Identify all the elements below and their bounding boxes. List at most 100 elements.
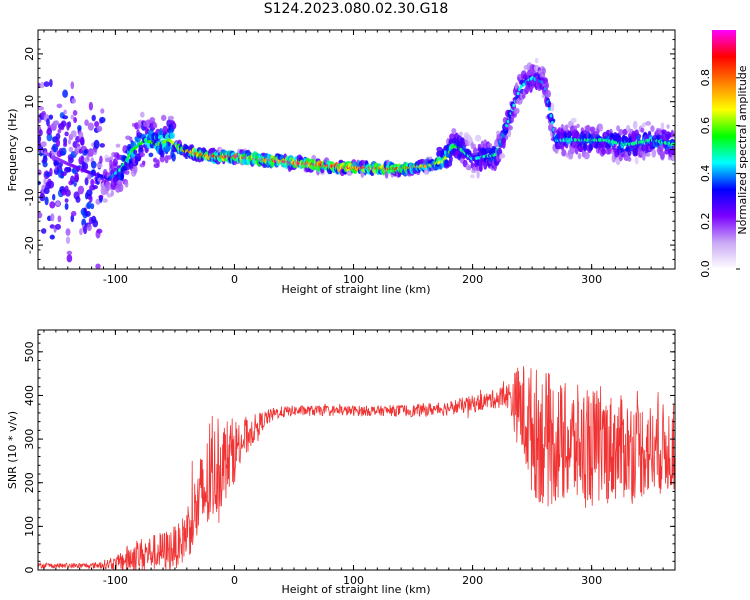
heat-cell — [476, 170, 480, 179]
snr-x-ticks: -100 0 100 200 300 — [43, 330, 676, 587]
heat-cell — [42, 155, 48, 163]
heat-cell — [88, 101, 93, 111]
heat-cell — [574, 146, 579, 155]
heat-cell — [39, 129, 43, 137]
heat-cell — [43, 81, 50, 87]
heat-cell — [157, 134, 164, 140]
heat-cell — [544, 81, 549, 89]
heat-cell — [83, 207, 87, 213]
heat-cell — [87, 173, 92, 180]
heat-cell — [467, 166, 472, 171]
heat-cell — [153, 122, 158, 129]
heat-cell — [38, 82, 41, 88]
heat-cell — [87, 223, 92, 231]
heat-cell — [171, 153, 176, 162]
heat-cell — [167, 115, 174, 121]
heat-cell — [68, 146, 74, 153]
x-tick-label: 200 — [462, 273, 483, 286]
spectrogram-x-axis-title: Height of straight line (km) — [281, 283, 430, 296]
heat-cell — [583, 152, 590, 160]
heat-cell — [545, 89, 552, 98]
heat-cell — [92, 185, 98, 190]
snr-panel: -100 0 100 200 300 0 100 200 300 400 500 Height o… — [6, 329, 676, 596]
spectrogram-heatmap — [38, 57, 675, 269]
colorbar-ticks: 0.0 0.2 0.4 0.6 0.8 — [699, 69, 740, 278]
heat-cell — [87, 122, 94, 131]
heat-cell — [541, 67, 546, 75]
heat-cell — [550, 102, 555, 112]
heat-cell — [87, 148, 95, 157]
heat-cell — [108, 156, 114, 161]
heat-cell — [139, 152, 145, 158]
heat-cell — [48, 114, 54, 120]
heat-cell — [579, 142, 583, 148]
heat-cell — [169, 132, 175, 139]
x-tick-label: -100 — [103, 574, 128, 587]
heat-cell — [471, 143, 476, 149]
heat-cell — [60, 191, 67, 196]
heat-cell — [65, 189, 71, 197]
snr-series-line — [38, 366, 675, 570]
heat-cell — [666, 124, 670, 129]
spectrogram-y-ticks: -20 -10 0 10 20 — [23, 29, 675, 270]
heat-cell — [46, 118, 50, 127]
heat-cell — [618, 129, 624, 136]
heat-cell — [632, 120, 638, 130]
heat-cell — [474, 134, 482, 142]
heat-cell — [71, 98, 77, 104]
heat-cell — [159, 149, 165, 158]
heat-cell — [549, 118, 556, 123]
x-tick-label: 100 — [343, 273, 364, 286]
heat-cell — [66, 250, 73, 255]
heat-cell — [63, 142, 68, 147]
spectrogram-y-axis-title: Frequency (Hz) — [6, 109, 19, 192]
heat-cell — [92, 219, 99, 228]
y-tick-label: 10 — [23, 95, 36, 109]
spectrogram-x-ticks: -100 0 100 200 300 — [43, 30, 676, 286]
heat-cell — [156, 159, 160, 167]
heat-cell — [55, 139, 61, 147]
heat-cell — [49, 167, 53, 177]
y-tick-label: 0 — [23, 146, 36, 153]
colorbar-tick-label: 0.8 — [699, 69, 712, 87]
y-tick-label: 500 — [23, 341, 36, 362]
heat-cell — [82, 162, 89, 171]
heat-cell — [159, 128, 163, 136]
heat-cell — [77, 185, 85, 195]
heat-cell — [601, 148, 607, 155]
heat-cell — [56, 103, 63, 109]
heat-cell — [96, 228, 103, 234]
heat-cell — [81, 218, 87, 227]
y-tick-label: 400 — [23, 385, 36, 406]
heat-cell — [553, 128, 557, 134]
heat-cell — [659, 150, 665, 160]
heat-cell — [90, 178, 95, 187]
heat-cell — [588, 143, 594, 151]
heat-cell — [616, 125, 621, 132]
heat-cell — [50, 213, 55, 222]
heat-cell — [84, 119, 89, 126]
x-tick-label: 0 — [231, 574, 238, 587]
y-tick-label: 0 — [23, 567, 36, 574]
heat-cell — [75, 196, 81, 203]
heat-cell — [123, 170, 130, 175]
heat-cell — [627, 148, 632, 157]
colorbar-tick-label: 0.6 — [699, 117, 712, 135]
heat-cell — [133, 149, 138, 155]
heat-cell — [100, 108, 105, 114]
heat-cell — [507, 128, 512, 138]
heat-cell — [57, 215, 62, 223]
heat-cell — [70, 175, 75, 185]
heat-cell — [641, 122, 646, 128]
heat-cell — [110, 190, 115, 197]
colorbar: 0.0 0.2 0.4 0.6 0.8 Normalized spectral ampl… — [699, 30, 749, 278]
heat-ridge-cell — [512, 103, 516, 108]
heat-ridge-cell — [548, 107, 551, 111]
heat-cell — [570, 117, 577, 123]
colorbar-tick-label: 0.0 — [699, 260, 712, 278]
heat-cell — [671, 154, 675, 162]
heat-cell — [98, 194, 104, 199]
heat-cell — [87, 201, 92, 210]
